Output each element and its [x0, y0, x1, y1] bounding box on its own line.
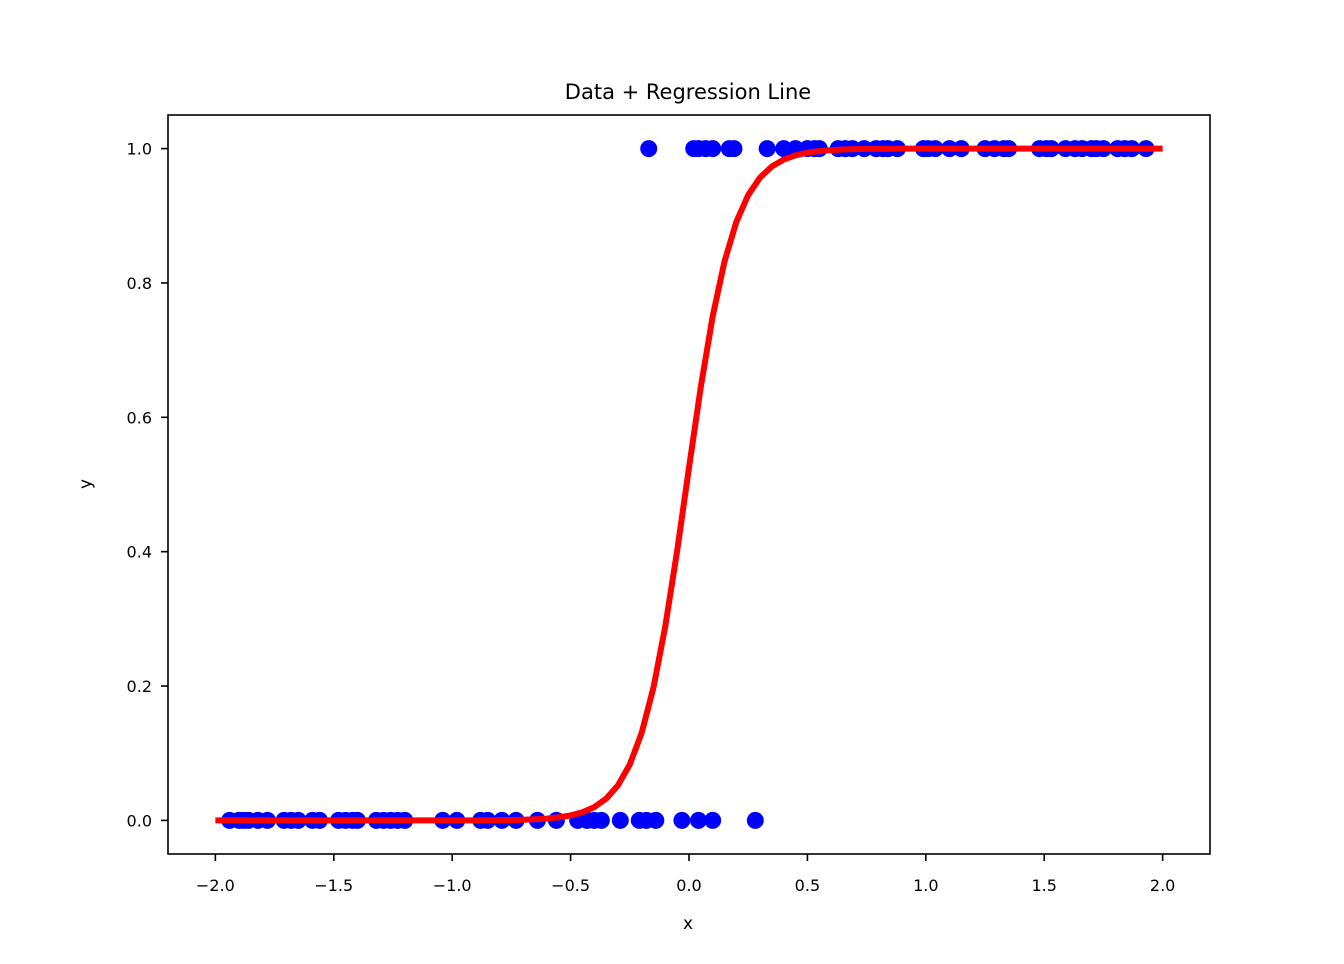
y-tick-label: 1.0 — [127, 140, 152, 159]
data-point — [758, 140, 776, 158]
data-point — [647, 811, 665, 829]
data-point — [704, 140, 722, 158]
data-point — [725, 140, 743, 158]
regression-series — [215, 145, 1163, 824]
x-tick-label: 0.5 — [795, 876, 820, 895]
x-axis-title: x — [683, 914, 693, 934]
x-tick-label: −1.5 — [314, 876, 353, 895]
x-tick-label: 2.0 — [1150, 876, 1175, 895]
y-tick-label: 0.6 — [127, 408, 152, 427]
y-axis: 0.0 0.2 0.4 0.6 0.8 1.0 — [127, 140, 168, 830]
data-point — [746, 811, 764, 829]
y-tick-label: 0.4 — [127, 543, 152, 562]
data-point — [689, 811, 707, 829]
y-axis-title: y — [76, 479, 96, 489]
regression-line — [215, 145, 1163, 824]
x-tick-label: 1.0 — [913, 876, 938, 895]
x-tick-label: −0.5 — [551, 876, 590, 895]
x-tick-label: −1.0 — [433, 876, 472, 895]
x-tick-label: 1.5 — [1032, 876, 1057, 895]
y-tick-label: 0.2 — [127, 677, 152, 696]
chart-title: Data + Regression Line — [565, 80, 811, 104]
y-tick-label: 0.0 — [127, 811, 152, 830]
data-point — [611, 811, 629, 829]
data-point — [592, 811, 610, 829]
data-point — [775, 140, 793, 158]
y-tick-label: 0.8 — [127, 274, 152, 293]
data-point — [673, 811, 691, 829]
data-point — [704, 811, 722, 829]
x-tick-label: 0.0 — [676, 876, 701, 895]
data-point — [640, 140, 658, 158]
x-axis: −2.0 −1.5 −1.0 −0.5 0.0 0.5 1.0 1.5 2.0 — [196, 854, 1175, 895]
x-tick-label: −2.0 — [196, 876, 235, 895]
